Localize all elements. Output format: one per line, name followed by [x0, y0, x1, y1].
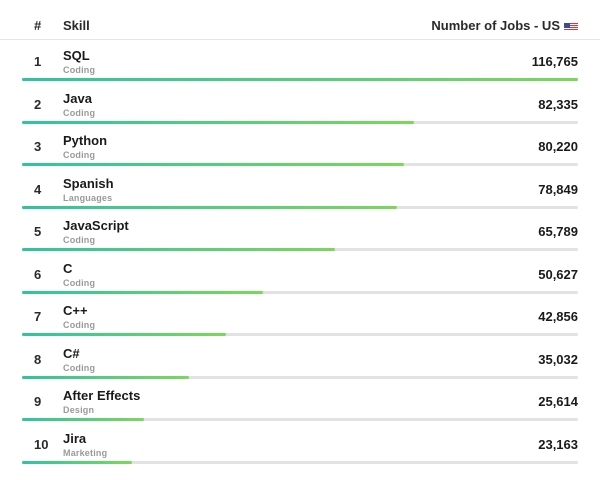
- skill-name: C++: [63, 303, 88, 318]
- table-row: 8 C# Coding 35,032: [0, 338, 600, 381]
- bar-track: [22, 248, 578, 251]
- skill-category: Coding: [63, 107, 96, 118]
- bar-track: [22, 375, 578, 379]
- bar-track: [22, 120, 578, 124]
- bar-track: [22, 418, 578, 421]
- rank-cell: 8: [34, 351, 42, 367]
- skills-list: 1 SQL Coding 116,765 2 Java Coding 82,335 3 Pytho…: [0, 40, 600, 465]
- bar-track: [22, 78, 578, 81]
- skill-category: Coding: [63, 320, 96, 330]
- table-row: 7 C++ Coding 42,856: [0, 295, 600, 338]
- bar-fill: [22, 205, 398, 209]
- jobs-count: 42,856: [538, 309, 578, 324]
- table-row: 6 C Coding 50,627: [0, 253, 600, 296]
- us-flag-icon: [564, 21, 578, 31]
- skill-name: After Effects: [63, 388, 141, 403]
- bar-fill: [22, 460, 133, 464]
- jobs-column-header: Number of Jobs - US: [431, 18, 578, 33]
- jobs-column-header-label: Number of Jobs - US: [431, 18, 560, 33]
- rank-cell: 2: [34, 96, 42, 112]
- table-row: 1 SQL Coding 116,765: [0, 40, 600, 83]
- bar-fill: [22, 163, 404, 166]
- jobs-count: 25,614: [538, 394, 578, 409]
- skill-name: Java: [63, 90, 92, 106]
- jobs-count: 80,220: [538, 139, 578, 154]
- skill-category: Coding: [63, 277, 96, 288]
- skill-category: Coding: [63, 150, 96, 160]
- rank-cell: 9: [34, 394, 42, 409]
- rank-cell: 5: [34, 224, 42, 239]
- bar-track: [22, 290, 578, 294]
- jobs-count: 78,849: [538, 181, 578, 197]
- rank-cell: 1: [34, 54, 42, 69]
- table-header: # Skill Number of Jobs - US: [0, 0, 600, 40]
- skill-column-header: Skill: [63, 18, 90, 33]
- table-row: 3 Python Coding 80,220: [0, 125, 600, 168]
- bar-fill: [22, 248, 336, 251]
- bar-fill: [22, 120, 415, 124]
- jobs-count: 82,335: [538, 96, 578, 112]
- bar-fill: [22, 333, 227, 336]
- bar-fill: [22, 78, 578, 81]
- skill-name: JavaScript: [63, 218, 129, 233]
- table-row: 10 Jira Marketing 23,163: [0, 423, 600, 466]
- skill-category: Coding: [63, 235, 96, 245]
- bar-track: [22, 333, 578, 336]
- skill-name: C: [63, 260, 73, 276]
- rank-cell: 10: [34, 436, 49, 452]
- skill-name: SQL: [63, 48, 90, 63]
- bar-fill: [22, 418, 144, 421]
- rank-column-header: #: [34, 18, 42, 33]
- table-row: 4 Spanish Languages 78,849: [0, 168, 600, 211]
- jobs-count: 116,765: [531, 54, 578, 69]
- bar-track: [22, 205, 578, 209]
- skill-name: Spanish: [63, 175, 114, 191]
- rank-cell: 4: [34, 181, 42, 197]
- skill-name: Python: [63, 133, 108, 148]
- skill-category: Marketing: [63, 447, 108, 458]
- bar-track: [22, 163, 578, 166]
- table-row: 2 Java Coding 82,335: [0, 83, 600, 126]
- rank-cell: 6: [34, 266, 42, 282]
- skill-category: Coding: [63, 362, 96, 373]
- rank-cell: 7: [34, 309, 42, 324]
- skill-category: Coding: [63, 65, 96, 75]
- table-row: 5 JavaScript Coding 65,789: [0, 210, 600, 253]
- jobs-count: 65,789: [538, 224, 578, 239]
- jobs-count: 35,032: [538, 351, 578, 367]
- jobs-count: 50,627: [538, 266, 578, 282]
- skill-name: C#: [63, 345, 80, 361]
- bar-fill: [22, 375, 189, 379]
- bar-track: [22, 460, 578, 464]
- skill-category: Languages: [63, 192, 113, 203]
- rank-cell: 3: [34, 139, 42, 154]
- bar-fill: [22, 290, 264, 294]
- skill-name: Jira: [63, 430, 87, 446]
- jobs-count: 23,163: [538, 436, 578, 452]
- table-row: 9 After Effects Design 25,614: [0, 380, 600, 423]
- skill-category: Design: [63, 405, 95, 415]
